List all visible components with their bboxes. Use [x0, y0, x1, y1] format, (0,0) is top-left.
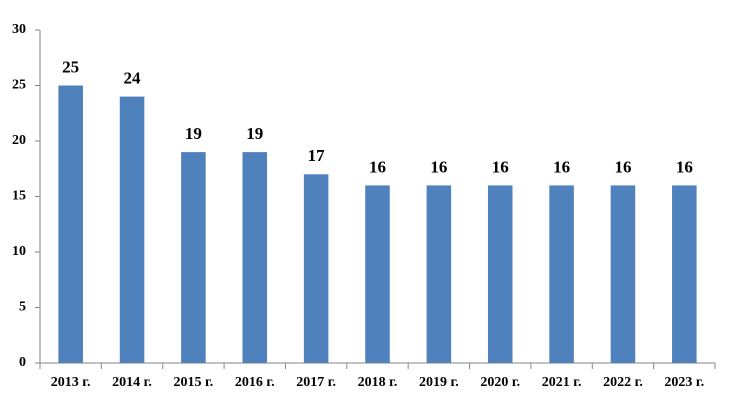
- data-label: 16: [492, 157, 509, 176]
- y-tick-label: 0: [19, 355, 26, 370]
- bar: [549, 185, 574, 363]
- y-tick-label: 5: [19, 300, 26, 315]
- data-label: 16: [614, 157, 631, 176]
- data-label: 25: [62, 57, 79, 76]
- data-label: 16: [553, 157, 570, 176]
- x-tick-label: 2020 г.: [480, 375, 520, 390]
- bar: [181, 152, 206, 363]
- bar: [119, 96, 145, 363]
- x-tick-label: 2017 г.: [296, 375, 336, 390]
- data-label: 24: [124, 69, 142, 88]
- x-tick-label: 2016 г.: [235, 375, 275, 390]
- y-tick-label: 10: [12, 244, 26, 259]
- x-tick-label: 2023 г.: [664, 375, 704, 390]
- y-tick-label: 30: [12, 22, 26, 37]
- bar: [242, 152, 268, 363]
- x-tick-label: 2021 г.: [542, 375, 582, 390]
- y-tick-label: 15: [12, 189, 26, 204]
- bar: [610, 185, 636, 363]
- bar: [426, 185, 452, 363]
- bar: [365, 185, 390, 363]
- y-tick-label: 25: [12, 78, 26, 93]
- data-label: 16: [430, 157, 447, 176]
- x-tick-label: 2014 г.: [112, 375, 152, 390]
- bar: [672, 185, 697, 363]
- data-label: 19: [246, 124, 263, 143]
- x-tick-label: 2022 г.: [603, 375, 643, 390]
- x-tick-label: 2015 г.: [174, 375, 214, 390]
- data-label: 16: [369, 157, 386, 176]
- data-label: 19: [185, 124, 202, 143]
- x-tick-label: 2019 г.: [419, 375, 459, 390]
- x-tick-label: 2018 г.: [358, 375, 398, 390]
- bar: [487, 185, 513, 363]
- x-tick-label: 2013 г.: [51, 375, 91, 390]
- y-tick-label: 20: [12, 133, 26, 148]
- bar: [303, 174, 329, 363]
- data-label: 17: [308, 146, 326, 165]
- bar: [58, 85, 83, 363]
- data-label: 16: [676, 157, 693, 176]
